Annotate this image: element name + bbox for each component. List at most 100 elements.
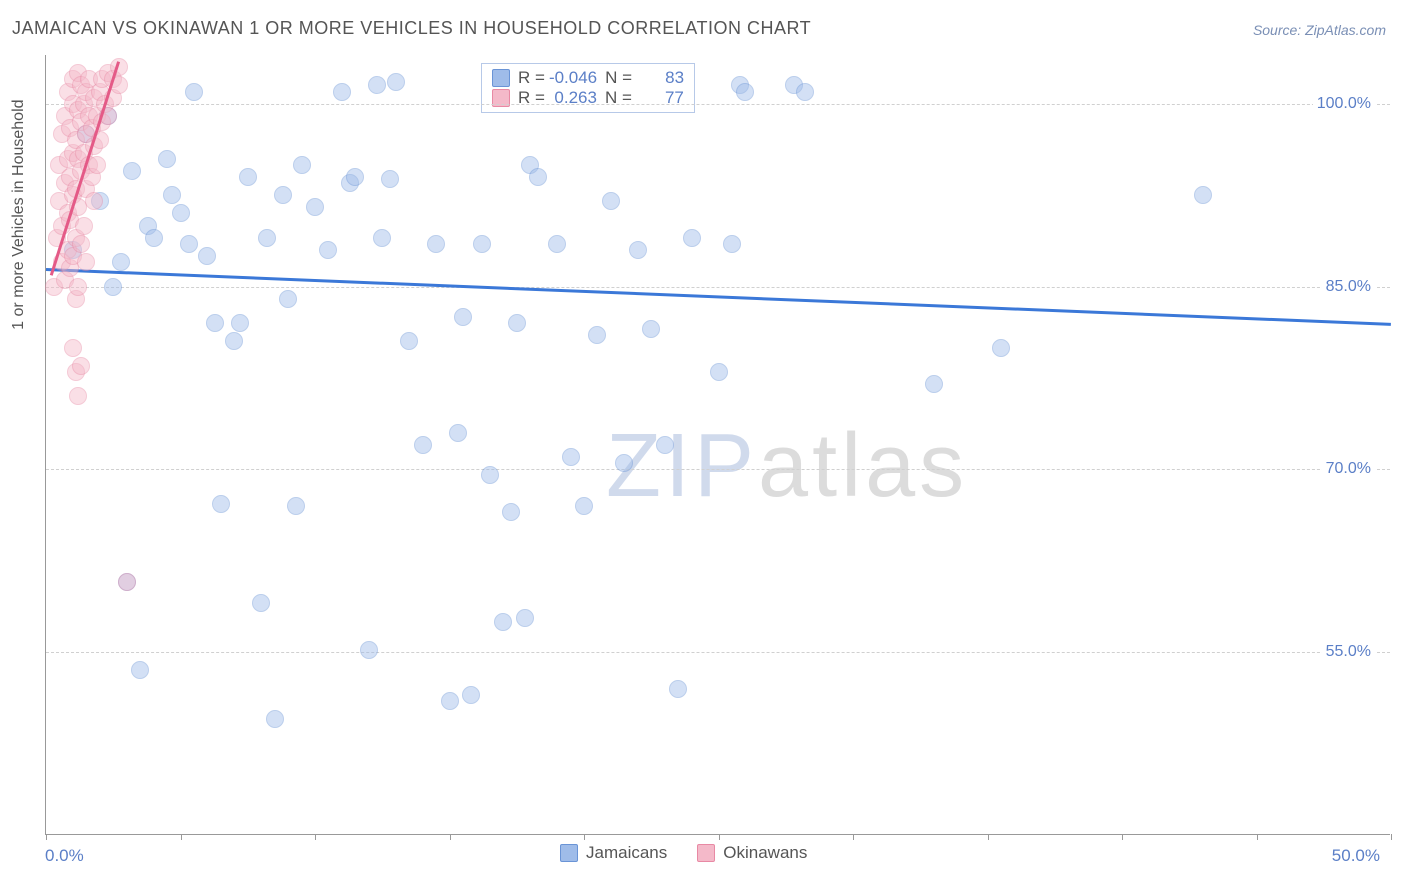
x-axis-min-label: 0.0% <box>45 846 84 866</box>
data-point <box>400 332 418 350</box>
data-point <box>118 573 136 591</box>
x-tick <box>1122 834 1123 840</box>
data-point <box>368 76 386 94</box>
r-stat: R = 0.263 <box>518 88 597 108</box>
series-swatch <box>492 69 510 87</box>
gridline <box>46 469 1390 470</box>
y-tick-label: 100.0% <box>1313 95 1375 113</box>
data-point <box>319 241 337 259</box>
data-point <box>72 235 90 253</box>
data-point <box>123 162 141 180</box>
data-point <box>562 448 580 466</box>
data-point <box>481 466 499 484</box>
data-point <box>72 357 90 375</box>
data-point <box>172 204 190 222</box>
data-point <box>427 235 445 253</box>
legend-swatch <box>697 844 715 862</box>
data-point <box>287 497 305 515</box>
data-point <box>180 235 198 253</box>
data-point <box>360 641 378 659</box>
legend-label: Jamaicans <box>586 843 667 863</box>
data-point <box>615 454 633 472</box>
data-point <box>206 314 224 332</box>
data-point <box>145 229 163 247</box>
data-point <box>64 339 82 357</box>
data-point <box>642 320 660 338</box>
data-point <box>441 692 459 710</box>
y-tick-label: 70.0% <box>1322 460 1375 478</box>
n-stat: N = 77 <box>605 88 684 108</box>
series-legend: Jamaicans Okinawans <box>560 843 807 863</box>
data-point <box>69 278 87 296</box>
stats-row: R = 0.263 N = 77 <box>492 88 684 108</box>
source-name: ZipAtlas.com <box>1305 22 1386 38</box>
r-stat: R = -0.046 <box>518 68 597 88</box>
data-point <box>104 278 122 296</box>
data-point <box>274 186 292 204</box>
trend-line <box>46 268 1391 325</box>
y-tick-label: 55.0% <box>1322 643 1375 661</box>
x-tick <box>315 834 316 840</box>
x-tick <box>584 834 585 840</box>
stats-legend-box: R = -0.046 N = 83 R = 0.263 N = 77 <box>481 63 695 113</box>
gridline <box>46 652 1390 653</box>
data-point <box>502 503 520 521</box>
data-point <box>1194 186 1212 204</box>
stats-row: R = -0.046 N = 83 <box>492 68 684 88</box>
data-point <box>252 594 270 612</box>
data-point <box>992 339 1010 357</box>
data-point <box>231 314 249 332</box>
watermark-atlas: atlas <box>758 416 968 516</box>
x-tick <box>46 834 47 840</box>
gridline <box>46 287 1390 288</box>
y-tick-label: 85.0% <box>1322 278 1375 296</box>
data-point <box>69 387 87 405</box>
data-point <box>77 253 95 271</box>
data-point <box>508 314 526 332</box>
data-point <box>85 192 103 210</box>
data-point <box>548 235 566 253</box>
data-point <box>529 168 547 186</box>
data-point <box>306 198 324 216</box>
data-point <box>473 235 491 253</box>
data-point <box>736 83 754 101</box>
data-point <box>449 424 467 442</box>
data-point <box>683 229 701 247</box>
data-point <box>494 613 512 631</box>
data-point <box>454 308 472 326</box>
data-point <box>75 217 93 235</box>
y-axis-title: 1 or more Vehicles in Household <box>10 99 28 329</box>
watermark: ZIPatlas <box>606 415 968 518</box>
legend-item: Okinawans <box>697 843 807 863</box>
data-point <box>346 168 364 186</box>
x-tick <box>1257 834 1258 840</box>
x-tick <box>988 834 989 840</box>
x-tick <box>719 834 720 840</box>
legend-item: Jamaicans <box>560 843 667 863</box>
x-tick <box>181 834 182 840</box>
data-point <box>656 436 674 454</box>
n-stat: N = 83 <box>605 68 684 88</box>
data-point <box>925 375 943 393</box>
legend-swatch <box>560 844 578 862</box>
data-point <box>373 229 391 247</box>
data-point <box>266 710 284 728</box>
data-point <box>131 661 149 679</box>
data-point <box>588 326 606 344</box>
data-point <box>185 83 203 101</box>
data-point <box>279 290 297 308</box>
data-point <box>414 436 432 454</box>
x-tick <box>853 834 854 840</box>
data-point <box>387 73 405 91</box>
data-point <box>163 186 181 204</box>
data-point <box>158 150 176 168</box>
source-label: Source: <box>1253 22 1301 38</box>
data-point <box>629 241 647 259</box>
data-point <box>198 247 216 265</box>
x-axis-max-label: 50.0% <box>1332 846 1380 866</box>
data-point <box>669 680 687 698</box>
data-point <box>258 229 276 247</box>
data-point <box>239 168 257 186</box>
data-point <box>796 83 814 101</box>
data-point <box>212 495 230 513</box>
